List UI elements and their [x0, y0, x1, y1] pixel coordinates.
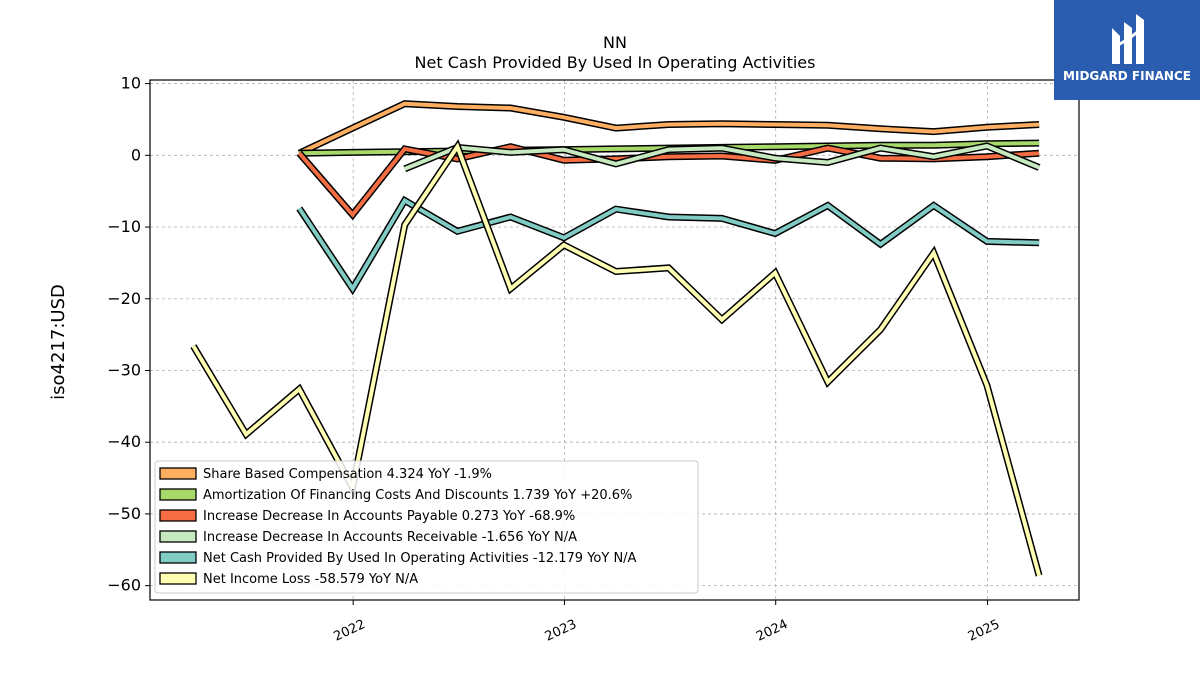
- legend-label: Increase Decrease In Accounts Payable 0.…: [203, 509, 575, 524]
- y-axis-label: iso4217:USD: [48, 284, 69, 400]
- y-tick-label: 0: [131, 145, 141, 164]
- series-line: [403, 142, 1041, 173]
- legend-box: [154, 460, 699, 594]
- plot-frame: [149, 79, 1080, 601]
- legend: Share Based Compensation 4.324 YoY -1.9%…: [154, 460, 699, 594]
- series-stroke: [191, 142, 1042, 577]
- x-tick-label: 2022: [332, 617, 368, 645]
- chart-title: NN: [603, 33, 627, 52]
- legend-swatch: [159, 572, 197, 585]
- series-line: [296, 143, 1040, 221]
- brand-logo: MIDGARD FINANCE: [1054, 0, 1200, 100]
- legend-label: Amortization Of Financing Costs And Disc…: [203, 488, 632, 503]
- series-stroke: [297, 144, 1040, 218]
- x-tick-label: 2023: [543, 617, 579, 645]
- legend-label: Increase Decrease In Accounts Receivable…: [203, 530, 577, 545]
- y-tick-label: −40: [107, 432, 141, 451]
- series-stroke: [297, 197, 1040, 293]
- y-tick-label: −60: [107, 576, 141, 595]
- brand-name: MIDGARD FINANCE: [1063, 69, 1191, 83]
- y-tick-label: −20: [107, 289, 141, 308]
- x-tick-label: 2024: [754, 617, 790, 645]
- legend-label: Share Based Compensation 4.324 YoY -1.9%: [203, 467, 492, 482]
- y-tick-label: −50: [107, 504, 141, 523]
- brand-mark-icon: [1112, 14, 1144, 64]
- legend-swatch: [159, 530, 197, 543]
- y-tick-label: −30: [107, 360, 141, 379]
- series-line: [190, 139, 1043, 577]
- chart-subtitle: Net Cash Provided By Used In Operating A…: [415, 53, 816, 72]
- legend-label: Net Cash Provided By Used In Operating A…: [203, 551, 637, 566]
- legend-swatch: [159, 467, 197, 480]
- series-stroke: [298, 101, 1040, 156]
- legend-label: Net Income Loss -58.579 YoY N/A: [203, 572, 418, 587]
- series-line: [296, 195, 1040, 296]
- legend-swatch: [159, 509, 197, 522]
- y-tick-label: −10: [107, 217, 141, 236]
- series-group: [190, 100, 1043, 577]
- y-tick-label: 10: [121, 74, 141, 93]
- series-stroke: [403, 143, 1040, 171]
- legend-swatch: [159, 488, 197, 501]
- legend-swatch: [159, 551, 197, 564]
- x-tick-label: 2025: [966, 617, 1002, 645]
- series-line: [297, 100, 1040, 157]
